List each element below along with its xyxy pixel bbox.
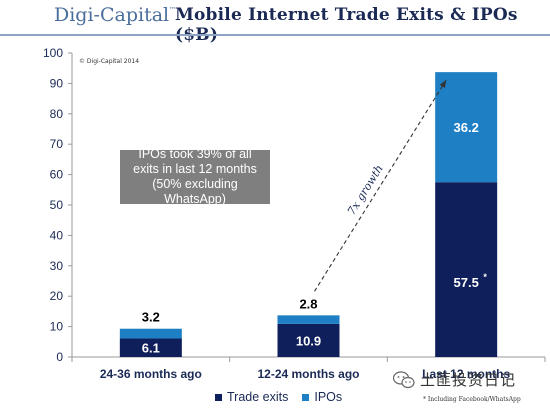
growth-arrow-head (439, 80, 447, 89)
watermark: 土匪投资日记 (393, 369, 516, 390)
data-label-asterisk: * (483, 272, 487, 282)
y-tick-label: 40 (50, 228, 64, 242)
y-tick-label: 90 (50, 76, 64, 90)
legend-item-trade-exits: Trade exits (215, 390, 288, 404)
x-category-label: Last 12 months (422, 367, 510, 381)
data-label-trade-exits: 57.5 (454, 275, 479, 290)
footnote: * Including Facebook/WhatsApp (423, 396, 521, 403)
annotation-box: IPOs took 39% of all exits in last 12 mo… (120, 147, 270, 206)
data-label-ipos: 2.8 (299, 296, 317, 311)
bar-trade-exits (119, 338, 182, 357)
bar-ipos (277, 315, 340, 324)
y-tick-label: 0 (56, 350, 63, 364)
brand-name: Digi-Capital (54, 4, 170, 26)
data-label-trade-exits: 10.9 (296, 333, 321, 348)
legend: Trade exits IPOs (215, 390, 356, 404)
legend-swatch-ipos (302, 393, 310, 401)
bar-ipos (435, 72, 498, 183)
brand-trademark: ™ (169, 6, 177, 14)
legend-item-ipos: IPOs (302, 390, 342, 404)
watermark-text: 土匪投资日记 (420, 371, 517, 389)
brand-logo: Digi-Capital™ (54, 4, 176, 26)
data-label-ipos: 36.2 (454, 120, 479, 135)
title-divider (0, 34, 550, 36)
copyright-note: © Digi-Capital 2014 (79, 58, 140, 65)
y-tick-label: 80 (50, 107, 64, 121)
y-tick-label: 10 (50, 320, 64, 334)
legend-label-trade-exits: Trade exits (227, 390, 289, 404)
bar-trade-exits (277, 323, 340, 357)
bar-trade-exits (435, 182, 498, 357)
title-bar: Digi-Capital™ Mobile Internet Trade Exit… (0, 0, 550, 45)
x-category-label: 12-24 months ago (257, 367, 359, 381)
data-label-ipos: 3.2 (142, 310, 160, 325)
data-label-trade-exits: 6.1 (142, 341, 160, 356)
y-tick-label: 70 (50, 137, 64, 151)
y-tick-label: 20 (50, 289, 64, 303)
legend-label-ipos: IPOs (314, 390, 343, 404)
x-category-label: 24-36 months ago (100, 367, 202, 381)
bar-ipos (119, 328, 182, 339)
y-tick-label: 50 (50, 198, 64, 212)
y-tick-label: 60 (50, 168, 64, 182)
y-tick-label: 100 (43, 46, 63, 60)
growth-arrow-line (314, 79, 447, 292)
growth-label: 7x growth (345, 162, 386, 217)
y-tick-label: 30 (50, 259, 64, 273)
wechat-icon (393, 370, 415, 388)
legend-swatch-trade-exits (215, 393, 222, 401)
